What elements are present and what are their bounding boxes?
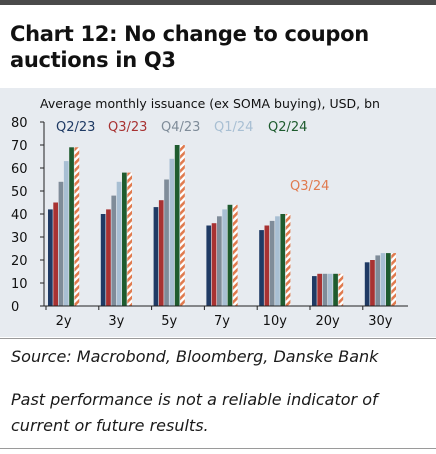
bar-Q3-24-3y bbox=[127, 172, 132, 306]
bars bbox=[48, 145, 396, 306]
legend-entry-Q2-23: Q2/23 bbox=[56, 120, 95, 135]
bar-Q4-23-3y bbox=[111, 195, 117, 306]
bar-Q1-24-10y bbox=[275, 216, 280, 306]
bar-Q2-23-2y bbox=[48, 209, 53, 306]
y-tick-label: 30 bbox=[11, 231, 28, 246]
legend-entry-Q3-23: Q3/23 bbox=[108, 120, 147, 135]
bar-Q2-23-20y bbox=[312, 276, 317, 306]
bar-chart: Average monthly issuance (ex SOMA buying… bbox=[11, 96, 408, 329]
bar-Q3-23-2y bbox=[53, 202, 58, 306]
x-tick-label: 10y bbox=[263, 314, 288, 329]
bar-Q2-24-20y bbox=[333, 273, 338, 306]
bar-Q2-23-5y bbox=[153, 207, 159, 306]
bar-Q1-24-2y bbox=[63, 161, 69, 306]
y-tick-label: 10 bbox=[11, 277, 28, 292]
source-note: Source: Macrobond, Bloomberg, Danske Ban… bbox=[11, 347, 379, 366]
bar-Q3-24-2y bbox=[74, 147, 80, 306]
y-tick-label: 80 bbox=[11, 116, 28, 131]
bar-Q3-23-10y bbox=[264, 225, 270, 306]
x-tick-label: 2y bbox=[56, 314, 72, 329]
chart-title: Chart 12: No change to coupon auctions i… bbox=[10, 22, 369, 72]
bar-Q4-23-7y bbox=[217, 216, 222, 306]
bar-Q4-23-20y bbox=[322, 273, 328, 306]
bar-Q2-23-10y bbox=[259, 230, 264, 306]
bar-Q2-24-5y bbox=[174, 145, 180, 306]
bar-Q1-24-5y bbox=[169, 158, 175, 306]
bar-Q3-23-3y bbox=[106, 209, 111, 306]
disclaimer-note: Past performance is not a reliable indic… bbox=[11, 390, 378, 435]
bar-Q1-24-7y bbox=[222, 209, 227, 306]
y-tick-label: 50 bbox=[11, 185, 28, 200]
bar-Q1-24-20y bbox=[327, 273, 333, 306]
chart-panel: Average monthly issuance (ex SOMA buying… bbox=[0, 88, 436, 337]
bar-Q3-23-20y bbox=[317, 273, 322, 306]
bar-Q2-23-3y bbox=[100, 214, 106, 306]
y-tick-label: 60 bbox=[11, 162, 28, 177]
bar-Q2-24-3y bbox=[122, 172, 127, 306]
bar-Q1-24-30y bbox=[380, 253, 386, 306]
bottom-divider bbox=[0, 448, 436, 449]
q3-24-annotation: Q3/24 bbox=[290, 179, 329, 194]
y-axis: 0 10 20 30 40 50 60 70 80 bbox=[11, 116, 45, 315]
bar-Q3-23-7y bbox=[211, 223, 217, 306]
bar-Q2-24-7y bbox=[227, 204, 233, 306]
x-axis: 2y 3y 5y 7y 10y 20y 30y bbox=[44, 305, 408, 329]
divider bbox=[0, 338, 436, 339]
bar-Q4-23-5y bbox=[164, 179, 169, 306]
x-tick-label: 3y bbox=[108, 314, 124, 329]
x-tick-label: 5y bbox=[161, 314, 177, 329]
bar-Q2-23-30y bbox=[364, 262, 370, 306]
bar-Q3-24-5y bbox=[180, 145, 185, 306]
bar-Q4-23-30y bbox=[375, 255, 381, 306]
bar-Q3-23-5y bbox=[158, 200, 164, 306]
y-tick-label: 0 bbox=[11, 300, 19, 315]
bar-Q2-24-10y bbox=[280, 214, 286, 306]
bar-Q2-24-2y bbox=[69, 147, 74, 306]
bar-Q3-24-7y bbox=[232, 204, 238, 306]
y-tick-label: 20 bbox=[11, 254, 28, 269]
bar-Q3-24-20y bbox=[338, 273, 344, 306]
legend-entry-Q1-24: Q1/24 bbox=[214, 120, 253, 135]
bar-Q3-24-30y bbox=[391, 253, 396, 306]
legend-entry-Q4-23: Q4/23 bbox=[161, 120, 200, 135]
bar-Q4-23-10y bbox=[269, 220, 275, 306]
bar-Q2-24-30y bbox=[386, 253, 391, 306]
x-tick-label: 30y bbox=[368, 314, 393, 329]
bar-Q1-24-3y bbox=[116, 181, 122, 306]
x-tick-label: 7y bbox=[214, 314, 230, 329]
legend: Q2/23 Q3/23 Q4/23 Q1/24 Q2/24 bbox=[56, 120, 307, 135]
legend-entry-Q2-24: Q2/24 bbox=[268, 120, 307, 135]
chart-subtitle: Average monthly issuance (ex SOMA buying… bbox=[40, 96, 380, 111]
bar-Q2-23-7y bbox=[206, 225, 212, 306]
bar-Q3-23-30y bbox=[370, 260, 375, 306]
y-tick-label: 70 bbox=[11, 139, 28, 154]
bar-Q4-23-2y bbox=[58, 181, 64, 306]
bar-Q3-24-10y bbox=[285, 214, 291, 306]
x-tick-label: 20y bbox=[315, 314, 340, 329]
y-tick-label: 40 bbox=[11, 208, 28, 223]
top-rule bbox=[0, 0, 436, 5]
